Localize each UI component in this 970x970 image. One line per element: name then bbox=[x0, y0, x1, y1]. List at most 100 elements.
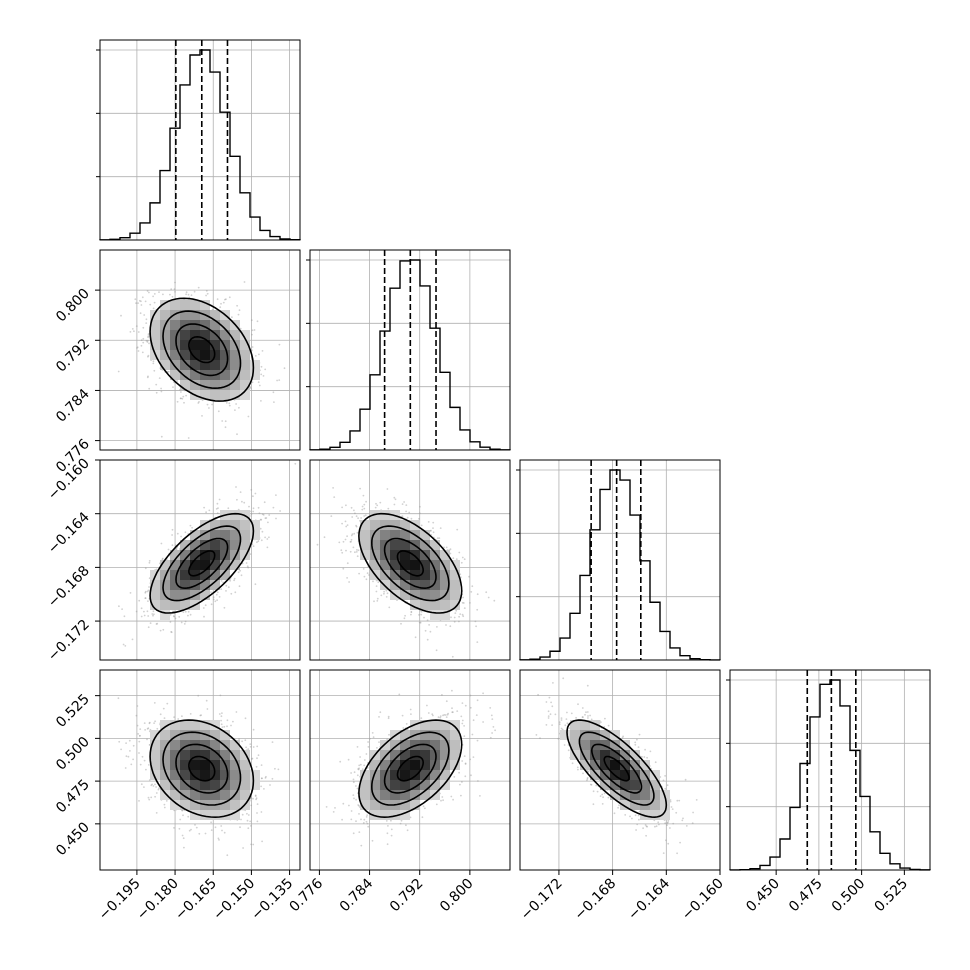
scatter-point bbox=[231, 316, 233, 319]
scatter-point bbox=[240, 574, 243, 577]
scatter-point bbox=[155, 812, 158, 814]
density-cell bbox=[360, 540, 370, 550]
density-cell bbox=[230, 520, 240, 530]
scatter-point bbox=[219, 306, 222, 309]
scatter-point bbox=[216, 512, 219, 514]
scatter-point bbox=[363, 575, 366, 578]
scatter-point bbox=[260, 400, 262, 402]
scatter-point bbox=[361, 505, 364, 508]
scatter-point bbox=[424, 629, 427, 632]
histogram-frame-0 bbox=[99, 39, 301, 241]
density-cell bbox=[200, 560, 210, 570]
scatter-point bbox=[248, 505, 250, 508]
scatter-point bbox=[346, 577, 348, 579]
scatter-point bbox=[221, 726, 224, 728]
density-cell bbox=[180, 370, 190, 380]
density-cell bbox=[190, 330, 200, 340]
density-cell bbox=[200, 300, 210, 310]
density-cell bbox=[430, 560, 440, 570]
scatter-point bbox=[386, 592, 389, 595]
scatter-point bbox=[153, 293, 156, 295]
scatter-point bbox=[256, 320, 259, 323]
scatter-point bbox=[236, 498, 238, 501]
scatter-point bbox=[239, 569, 242, 572]
scatter-point bbox=[185, 394, 188, 397]
scatter-point bbox=[432, 521, 435, 524]
scatter-point bbox=[203, 506, 206, 509]
scatter-point bbox=[454, 612, 457, 614]
scatter-point bbox=[468, 575, 470, 578]
scatter-point bbox=[250, 797, 253, 799]
scatter-point bbox=[175, 548, 178, 551]
scatter-point bbox=[145, 339, 148, 342]
density-cell bbox=[200, 550, 210, 560]
density-cell bbox=[160, 330, 170, 340]
scatter-point bbox=[190, 828, 192, 831]
scatter-point bbox=[136, 346, 139, 349]
scatter-point bbox=[257, 540, 260, 543]
scatter-point bbox=[294, 462, 297, 465]
scatter-point bbox=[160, 390, 163, 393]
histogram-panel-3 bbox=[726, 669, 931, 871]
scatter-point bbox=[458, 551, 461, 554]
scatter-point bbox=[170, 631, 173, 633]
scatter-point bbox=[383, 590, 385, 593]
density-cell bbox=[420, 600, 430, 610]
scatter-point bbox=[144, 597, 147, 599]
scatter-point bbox=[275, 517, 277, 520]
histogram-step-0 bbox=[99, 49, 301, 241]
scatter-point bbox=[220, 588, 223, 590]
scatter-point bbox=[145, 322, 148, 324]
scatter-point bbox=[463, 558, 466, 561]
scatter-point bbox=[426, 619, 429, 622]
density-cell bbox=[170, 600, 180, 610]
density-cell bbox=[360, 520, 370, 530]
scatter-point bbox=[375, 502, 377, 505]
scatter-point bbox=[470, 591, 473, 593]
scatter-point bbox=[221, 712, 223, 714]
scatter-point bbox=[419, 621, 422, 624]
histogram-frame-1 bbox=[309, 249, 511, 451]
scatter-point bbox=[393, 496, 396, 499]
scatter-point bbox=[169, 613, 172, 616]
density-cell bbox=[420, 570, 430, 580]
scatter-point bbox=[358, 572, 360, 575]
scatter-point bbox=[253, 329, 256, 331]
density-cell bbox=[230, 540, 240, 550]
scatter-point bbox=[345, 549, 347, 552]
scatter-point bbox=[251, 329, 254, 332]
scatter-point bbox=[387, 507, 390, 510]
density-cell bbox=[180, 380, 190, 390]
density-cell bbox=[170, 350, 180, 360]
scatter-point bbox=[167, 548, 170, 551]
scatter-point bbox=[252, 507, 255, 510]
density-cell bbox=[200, 320, 210, 330]
scatter-point bbox=[212, 596, 215, 598]
scatter-point bbox=[211, 403, 214, 406]
scatter-point bbox=[238, 585, 241, 588]
scatter-point bbox=[183, 623, 186, 625]
density-cell bbox=[440, 610, 450, 620]
histogram-panel-2 bbox=[516, 459, 721, 661]
scatter-point bbox=[405, 504, 408, 506]
density-cell bbox=[230, 330, 240, 340]
scatter-point bbox=[258, 512, 261, 515]
scatter-point bbox=[439, 527, 442, 529]
scatter-point bbox=[239, 491, 242, 493]
scatter-point bbox=[187, 610, 190, 613]
scatter-point bbox=[143, 610, 145, 613]
scatter-point bbox=[362, 568, 365, 570]
density-cell bbox=[420, 530, 430, 540]
scatter-point bbox=[176, 380, 179, 382]
scatter-point bbox=[208, 407, 210, 409]
scatter-point bbox=[418, 512, 421, 515]
scatter-point bbox=[374, 506, 377, 509]
density-cell bbox=[370, 540, 380, 550]
scatter-point bbox=[426, 638, 429, 641]
scatter-point bbox=[450, 616, 452, 619]
density-cell bbox=[210, 570, 220, 580]
scatter-point bbox=[278, 343, 281, 346]
contour-line-3 bbox=[149, 297, 255, 402]
scatter-point bbox=[394, 498, 397, 501]
